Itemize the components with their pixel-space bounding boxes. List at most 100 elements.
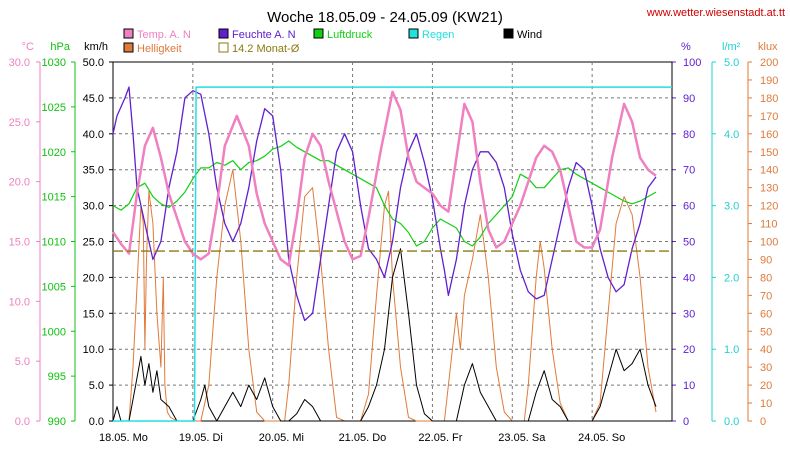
lux-tick-label: 190 <box>760 75 778 87</box>
rain-tick-label: 0.0 <box>724 416 739 428</box>
lux-unit-label: klux <box>758 41 778 53</box>
rain-tick-label: 5.0 <box>724 57 739 69</box>
hum-tick-label: 80 <box>683 129 695 141</box>
x-day-label: 21.05. Do <box>339 432 387 444</box>
legend-swatch <box>313 28 324 39</box>
temp-tick-label: 0.0 <box>15 416 30 428</box>
wind-tick-label: 30.0 <box>83 201 104 213</box>
legend-label: Wind <box>517 29 542 41</box>
legend-swatch <box>408 28 419 39</box>
x-day-label: 19.05. Di <box>179 432 223 444</box>
press-tick-label: 1005 <box>42 281 66 293</box>
hum-tick-label: 0 <box>683 416 689 428</box>
lux-tick-label: 120 <box>760 201 778 213</box>
lux-tick-label: 40 <box>760 344 772 356</box>
wind-unit-label: km/h <box>84 41 108 53</box>
lux-tick-label: 150 <box>760 147 778 159</box>
wind-tick-label: 40.0 <box>83 129 104 141</box>
wind-tick-label: 15.0 <box>83 308 104 320</box>
wind-tick-label: 0.0 <box>89 416 104 428</box>
press-tick-label: 1020 <box>42 147 66 159</box>
lux-tick-label: 130 <box>760 183 778 195</box>
x-day-label: 22.05. Fr <box>418 432 462 444</box>
lux-tick-label: 20 <box>760 380 772 392</box>
x-axis-labels: 18.05. Mo 19.05. Di 20.05. Mi 21.05. Do 22.0… <box>99 432 625 444</box>
hum-tick-label: 50 <box>683 237 695 249</box>
wind-tick-label: 5.0 <box>89 380 104 392</box>
wind-tick-label: 35.0 <box>83 165 104 177</box>
legend-label: 14.2 Monat-Ø <box>232 43 300 55</box>
rain-series-line <box>113 86 672 422</box>
wind-tick-label: 20.0 <box>83 272 104 284</box>
temp-series-line <box>111 90 657 267</box>
chart-title: Woche 18.05.09 - 24.05.09 (KW21) <box>267 9 503 26</box>
lux-tick-label: 0 <box>760 416 766 428</box>
lux-tick-label: 110 <box>760 219 778 231</box>
wind-series-line <box>112 248 657 422</box>
wind-tick-label: 25.0 <box>83 237 104 249</box>
wind-tick-label: 10.0 <box>83 344 104 356</box>
legend-swatch <box>123 28 134 39</box>
temp-tick-label: 25.0 <box>9 117 30 129</box>
rain-tick-label: 1.0 <box>724 344 739 356</box>
press-tick-label: 995 <box>48 371 66 383</box>
legend-label: Luftdruck <box>327 29 373 41</box>
lux-tick-label: 170 <box>760 111 778 123</box>
lux-tick-label: 180 <box>760 93 778 105</box>
x-day-label: 23.05. Sa <box>498 432 546 444</box>
temp-tick-label: 30.0 <box>9 57 30 69</box>
rain-tick-label: 2.0 <box>724 272 739 284</box>
press-tick-label: 1010 <box>42 237 66 249</box>
x-day-label: 24.05. So <box>578 432 625 444</box>
lux-tick-label: 80 <box>760 272 772 284</box>
legend-swatch <box>123 42 134 53</box>
lux-tick-label: 60 <box>760 308 772 320</box>
hum-tick-label: 20 <box>683 344 695 356</box>
temp-unit-label: °C <box>22 41 34 53</box>
rain-tick-label: 3.0 <box>724 201 739 213</box>
lux-tick-label: 70 <box>760 290 772 302</box>
x-day-label: 18.05. Mo <box>99 432 148 444</box>
hum-tick-label: 90 <box>683 93 695 105</box>
wind-tick-label: 50.0 <box>83 57 104 69</box>
rain-tick-label: 4.0 <box>724 129 739 141</box>
lux-tick-label: 10 <box>760 398 772 410</box>
temp-tick-label: 20.0 <box>9 177 30 189</box>
lux-tick-label: 200 <box>760 57 778 69</box>
press-tick-label: 1000 <box>42 326 66 338</box>
hum-tick-label: 70 <box>683 165 695 177</box>
press-tick-label: 1025 <box>42 102 66 114</box>
wind-tick-label: 45.0 <box>83 93 104 105</box>
hum-tick-label: 60 <box>683 201 695 213</box>
hum-tick-label: 40 <box>683 272 695 284</box>
legend-swatch <box>218 28 229 39</box>
lux-tick-label: 90 <box>760 254 772 266</box>
series-group <box>111 86 672 422</box>
legend-swatch <box>503 28 514 39</box>
hum-tick-label: 100 <box>683 57 701 69</box>
hum-tick-label: 30 <box>683 308 695 320</box>
temp-tick-label: 5.0 <box>15 356 30 368</box>
hum-tick-label: 10 <box>683 380 695 392</box>
legend: Temp. A. N Feuchte A. N Luftdruck Regen Wind… <box>123 28 542 55</box>
x-day-label: 20.05. Mi <box>259 432 304 444</box>
hum-unit-label: % <box>681 41 691 53</box>
hum-series-line <box>112 86 657 322</box>
legend-swatch <box>218 42 229 53</box>
press-tick-label: 990 <box>48 416 66 428</box>
press-tick-label: 1030 <box>42 57 66 69</box>
legend-label: Regen <box>422 29 454 41</box>
press-series-line <box>112 140 657 247</box>
lux-tick-label: 140 <box>760 165 778 177</box>
rain-unit-label: l/m² <box>722 41 741 53</box>
lux-tick-label: 160 <box>760 129 778 141</box>
lux-tick-label: 50 <box>760 326 772 338</box>
temp-tick-label: 15.0 <box>9 237 30 249</box>
legend-label: Feuchte A. N <box>232 29 296 41</box>
legend-label: Temp. A. N <box>137 29 191 41</box>
press-tick-label: 1015 <box>42 192 66 204</box>
source-url[interactable]: www.wetter.wiesenstadt.at.tt <box>646 7 785 19</box>
lux-tick-label: 30 <box>760 362 772 374</box>
press-unit-label: hPa <box>50 41 70 53</box>
